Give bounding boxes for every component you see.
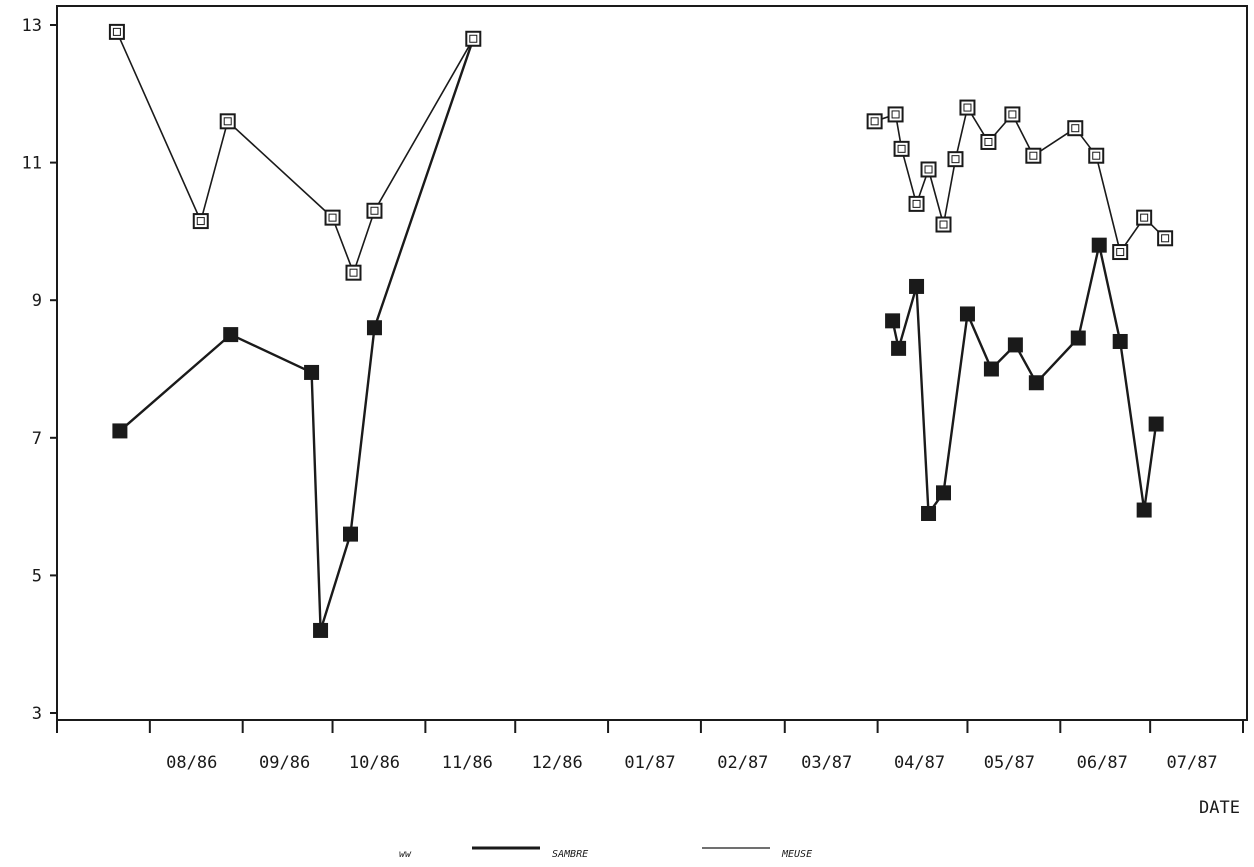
data-point-sambre bbox=[1136, 502, 1152, 518]
data-point-inner-meuse bbox=[963, 103, 972, 112]
x-tick-label: 06/87 bbox=[1077, 753, 1128, 773]
y-tick-label: 11 bbox=[22, 154, 42, 174]
x-tick-label: 03/87 bbox=[801, 753, 852, 773]
data-point-meuse bbox=[1067, 120, 1084, 137]
data-point-sambre bbox=[1070, 330, 1086, 346]
data-point-inner-meuse bbox=[870, 117, 879, 126]
data-point-inner-meuse bbox=[951, 155, 960, 164]
data-point-inner-meuse bbox=[924, 165, 933, 174]
data-point-meuse bbox=[108, 23, 125, 40]
data-point-meuse bbox=[345, 264, 362, 281]
series-line-meuse bbox=[116, 31, 474, 274]
data-point-sambre bbox=[366, 320, 382, 336]
data-point-meuse bbox=[893, 140, 910, 157]
x-tick-label: 01/87 bbox=[624, 753, 675, 773]
data-point-sambre bbox=[983, 361, 999, 377]
data-point-sambre bbox=[885, 313, 901, 329]
data-point-meuse bbox=[465, 30, 482, 47]
data-point-meuse bbox=[866, 113, 883, 130]
data-point-sambre bbox=[313, 622, 329, 638]
data-point-inner-meuse bbox=[370, 206, 379, 215]
x-tick-label: 12/86 bbox=[532, 753, 583, 773]
data-point-meuse bbox=[1025, 147, 1042, 164]
y-tick-label: 7 bbox=[32, 429, 42, 449]
data-point-sambre bbox=[1112, 333, 1128, 349]
data-point-sambre bbox=[343, 526, 359, 542]
data-point-inner-meuse bbox=[891, 110, 900, 119]
x-tick-label: 04/87 bbox=[894, 753, 945, 773]
x-axis-label: DATE bbox=[1199, 798, 1240, 818]
data-point-sambre bbox=[921, 505, 937, 521]
data-point-sambre bbox=[304, 364, 320, 380]
data-point-sambre bbox=[936, 485, 952, 501]
x-tick-label: 07/87 bbox=[1166, 753, 1217, 773]
data-point-meuse bbox=[935, 216, 952, 233]
data-point-inner-meuse bbox=[349, 268, 358, 277]
data-point-meuse bbox=[887, 106, 904, 123]
data-point-sambre bbox=[223, 327, 239, 343]
legend-sambre-label: SAMBRE bbox=[552, 849, 588, 860]
data-point-meuse bbox=[920, 161, 937, 178]
x-tick-label: 02/87 bbox=[717, 753, 768, 773]
data-point-meuse bbox=[1112, 244, 1129, 261]
data-point-inner-meuse bbox=[939, 220, 948, 229]
series-line-meuse bbox=[874, 106, 1166, 253]
data-point-sambre bbox=[112, 423, 128, 439]
data-point-meuse bbox=[192, 213, 209, 230]
x-tick-label: 10/86 bbox=[349, 753, 400, 773]
data-point-inner-meuse bbox=[1092, 151, 1101, 160]
data-point-meuse bbox=[1136, 209, 1153, 226]
y-tick-label: 13 bbox=[22, 16, 42, 36]
data-point-inner-meuse bbox=[1161, 234, 1170, 243]
data-point-meuse bbox=[947, 151, 964, 168]
data-point-inner-meuse bbox=[912, 199, 921, 208]
legend-meuse-label: MEUSE bbox=[781, 849, 812, 860]
x-tick-label: 05/87 bbox=[984, 753, 1035, 773]
series-layer bbox=[108, 23, 1174, 638]
data-point-inner-meuse bbox=[1140, 213, 1149, 222]
legend: ww SAMBRE MEUSE bbox=[399, 846, 812, 860]
data-point-inner-meuse bbox=[112, 27, 121, 36]
y-tick-label: 3 bbox=[32, 704, 42, 724]
data-point-meuse bbox=[1088, 147, 1105, 164]
data-point-inner-meuse bbox=[1029, 151, 1038, 160]
x-tick-label: 11/86 bbox=[442, 753, 493, 773]
data-point-inner-meuse bbox=[1008, 110, 1017, 119]
data-point-inner-meuse bbox=[469, 34, 478, 43]
x-tick-label: 09/86 bbox=[259, 753, 310, 773]
data-point-sambre bbox=[1148, 416, 1164, 432]
x-axis: 08/86 09/86 10/86 11/86 12/86 01/87 02/87 03/87… bbox=[56, 720, 1244, 773]
data-point-meuse bbox=[980, 133, 997, 150]
data-point-inner-meuse bbox=[196, 217, 205, 226]
y-axis: 3 5 7 9 11 13 bbox=[22, 16, 57, 724]
data-point-inner-meuse bbox=[1071, 124, 1080, 133]
y-tick-label: 9 bbox=[32, 291, 42, 311]
y-tick-label: 5 bbox=[32, 566, 42, 586]
data-point-meuse bbox=[1157, 230, 1174, 247]
data-point-sambre bbox=[1028, 375, 1044, 391]
data-point-meuse bbox=[324, 209, 341, 226]
data-point-sambre bbox=[909, 278, 925, 294]
data-point-inner-meuse bbox=[1116, 248, 1125, 257]
data-point-sambre bbox=[1007, 337, 1023, 353]
data-point-sambre bbox=[959, 306, 975, 322]
data-point-meuse bbox=[219, 113, 236, 130]
data-point-sambre bbox=[891, 340, 907, 356]
data-point-inner-meuse bbox=[897, 144, 906, 153]
series-line-sambre bbox=[891, 243, 1158, 515]
data-point-inner-meuse bbox=[328, 213, 337, 222]
data-point-meuse bbox=[366, 202, 383, 219]
plot-frame bbox=[56, 5, 1248, 721]
data-point-meuse bbox=[1004, 106, 1021, 123]
data-point-meuse bbox=[959, 99, 976, 116]
data-point-sambre bbox=[1091, 237, 1107, 253]
data-point-inner-meuse bbox=[223, 117, 232, 126]
legend-ww-label: ww bbox=[399, 849, 412, 860]
x-tick-label: 08/86 bbox=[166, 753, 217, 773]
data-point-meuse bbox=[908, 195, 925, 212]
data-point-inner-meuse bbox=[984, 137, 993, 146]
series-line-sambre bbox=[119, 38, 475, 632]
